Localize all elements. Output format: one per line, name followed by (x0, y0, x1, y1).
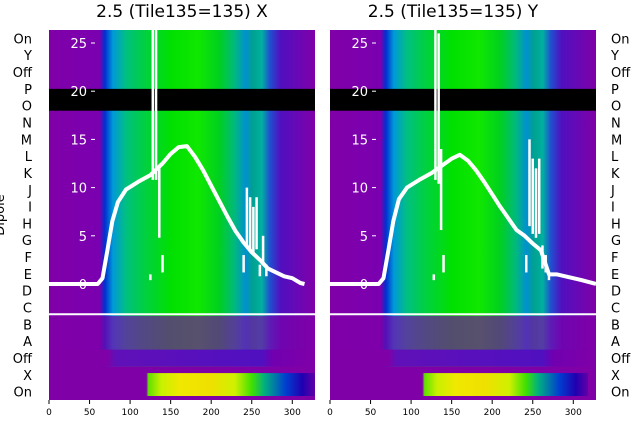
row-label-right: J (610, 184, 615, 199)
row-label-right: B (611, 318, 620, 333)
row-label-left: X (23, 369, 32, 384)
row-label-left: J (27, 184, 32, 199)
row-label-left: F (25, 251, 32, 266)
row-label-right: X (611, 369, 620, 384)
row-label-right: L (611, 150, 619, 165)
row-label-right: G (611, 234, 621, 249)
overlay-curve (330, 152, 596, 286)
row-label-left: G (22, 234, 32, 249)
row-label-left: E (24, 268, 32, 283)
row-label-right: H (611, 217, 621, 232)
row-label-left: B (23, 318, 32, 333)
row-label-right: P (611, 83, 619, 98)
row-label-left: C (23, 302, 32, 317)
x-tick-label: 150 (443, 408, 460, 418)
panel-title: 2.5 (Tile135=135) Y (368, 2, 539, 22)
heatmap-row-p (330, 88, 596, 111)
x-tick-label: 100 (403, 408, 420, 418)
heatmap-row-off (330, 349, 596, 367)
row-label-right: On (611, 386, 629, 401)
row-label-right: C (611, 302, 620, 317)
heatmap-row-p (49, 88, 315, 111)
overlay-ytick: 10 (351, 182, 368, 197)
x-tick-label: 0 (46, 408, 52, 418)
row-label-right: On (611, 32, 629, 47)
row-label-right: O (611, 100, 621, 115)
heatmap-rows-ab (49, 315, 315, 350)
row-label-left: On (14, 32, 32, 47)
y-axis-label: Dipole (0, 194, 8, 235)
row-label-left: On (14, 386, 32, 401)
overlay-ytick: 25 (351, 37, 368, 52)
x-tick-label: 150 (162, 408, 179, 418)
heatmap-row-x (49, 366, 315, 375)
row-label-right: F (611, 251, 618, 266)
overlay-ytick: 15 (70, 133, 87, 148)
x-tick-label: 300 (565, 408, 582, 418)
row-label-right: M (611, 133, 622, 148)
x-tick-label: 300 (284, 408, 301, 418)
overlay-curve (49, 144, 305, 286)
row-label-left: P (24, 83, 32, 98)
heatmap-row-x (330, 366, 596, 375)
row-label-right: N (611, 117, 621, 132)
x-tick-label: 200 (203, 408, 220, 418)
overlay-ytick: 0 (360, 278, 368, 293)
row-label-left: N (22, 117, 32, 132)
row-label-right: A (611, 335, 620, 350)
x-tick-label: 250 (243, 408, 260, 418)
overlay-ytick: 20 (351, 85, 368, 100)
x-tick-label: 100 (122, 408, 139, 418)
row-label-left: M (21, 133, 32, 148)
overlay-ytick: 5 (79, 230, 87, 245)
row-label-right: Y (610, 49, 619, 64)
row-label-right: I (611, 201, 615, 216)
row-label-right: K (611, 167, 620, 182)
heatmap-rows-ab (330, 315, 596, 350)
x-tick-label: 50 (365, 408, 377, 418)
row-label-right: Off (611, 66, 631, 81)
row-label-right: E (611, 268, 619, 283)
x-tick-label: 50 (84, 408, 96, 418)
row-label-right: Off (611, 352, 631, 367)
row-label-left: K (23, 167, 32, 182)
heatmap-row-on (104, 373, 315, 396)
row-label-right: D (611, 285, 621, 300)
x-tick-label: 0 (327, 408, 333, 418)
heatmap-row-on (381, 373, 588, 396)
x-tick-label: 250 (524, 408, 541, 418)
row-label-left: Y (23, 49, 32, 64)
row-label-left: H (22, 217, 32, 232)
overlay-ytick: 10 (70, 182, 87, 197)
row-label-left: I (28, 201, 32, 216)
row-label-left: D (22, 285, 32, 300)
panel-title: 2.5 (Tile135=135) X (96, 2, 268, 22)
row-label-left: A (23, 335, 32, 350)
row-label-left: Off (13, 66, 33, 81)
heatmap-row-off (49, 349, 315, 367)
overlay-ytick: 25 (70, 37, 87, 52)
row-label-left: O (22, 100, 32, 115)
overlay-ytick: 5 (360, 230, 368, 245)
row-label-left: Off (13, 352, 33, 367)
row-label-left: L (25, 150, 33, 165)
overlay-ytick: 20 (70, 85, 87, 100)
overlay-ytick: 0 (79, 278, 87, 293)
x-tick-label: 200 (484, 408, 501, 418)
overlay-ytick: 15 (351, 133, 368, 148)
